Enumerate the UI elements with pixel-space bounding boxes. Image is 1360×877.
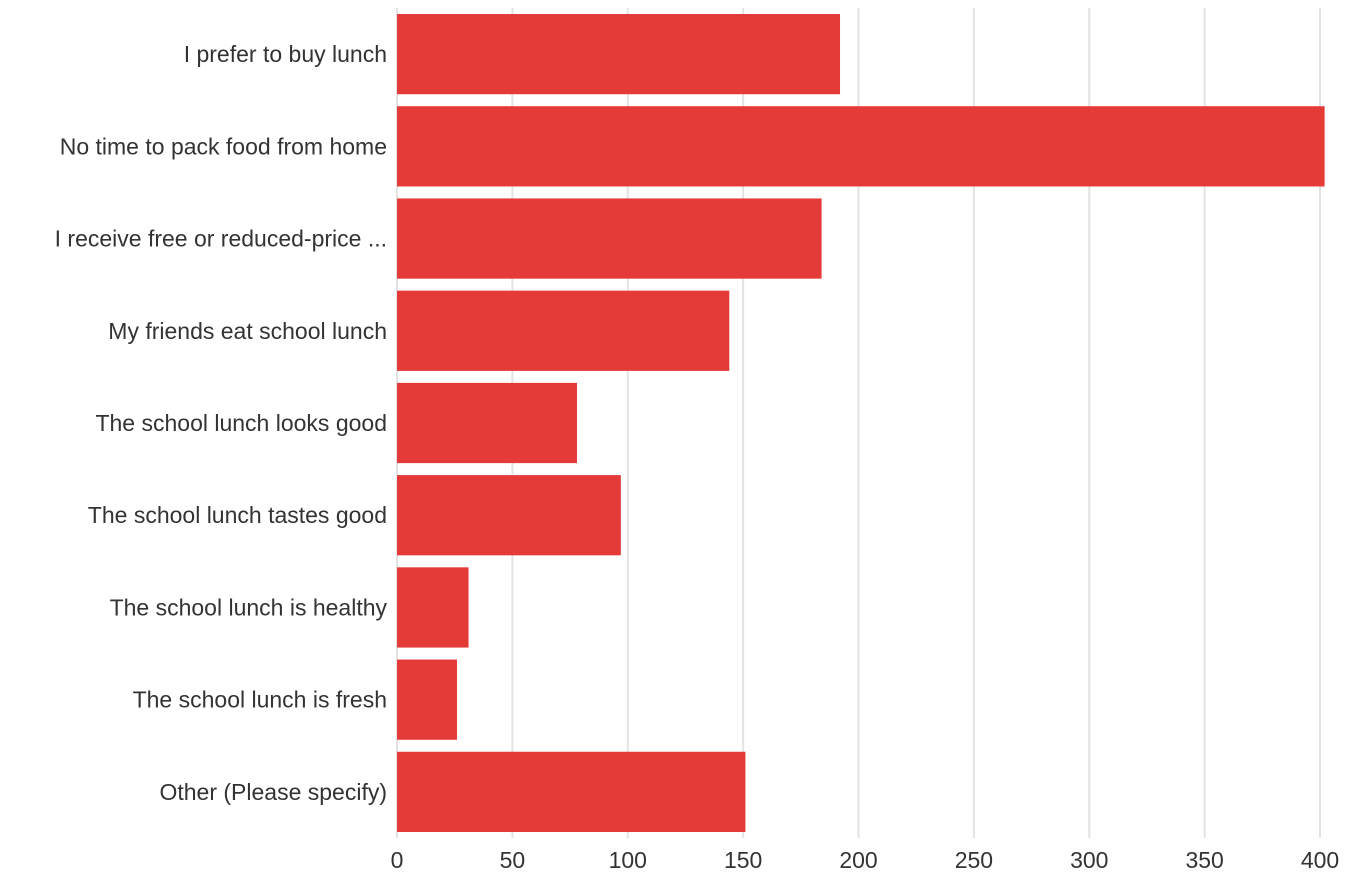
category-label: The school lunch looks good <box>95 410 387 436</box>
category-label: Other (Please specify) <box>159 779 387 805</box>
x-tick-label: 400 <box>1301 847 1339 873</box>
category-label: The school lunch is fresh <box>133 687 387 713</box>
bar <box>397 659 457 740</box>
category-label: I prefer to buy lunch <box>184 41 387 67</box>
x-tick-label: 350 <box>1185 847 1223 873</box>
bar <box>397 382 577 464</box>
x-axis-tick-labels: 0 50 100 150 200 250 300 350 400 <box>391 847 1340 873</box>
category-label: My friends eat school lunch <box>108 318 387 344</box>
x-tick-label: 100 <box>609 847 647 873</box>
bars <box>397 13 1325 833</box>
bar <box>397 198 822 279</box>
category-label: No time to pack food from home <box>60 133 387 159</box>
bar <box>397 290 730 371</box>
category-label: I receive free or reduced-price ... <box>55 226 387 252</box>
bar <box>397 567 469 648</box>
category-labels: I prefer to buy lunch No time to pack foo… <box>55 41 388 805</box>
x-tick-label: 150 <box>724 847 762 873</box>
bar <box>397 475 621 556</box>
x-tick-label: 250 <box>955 847 993 873</box>
category-label: The school lunch is healthy <box>110 594 388 620</box>
x-tick-label: 200 <box>839 847 877 873</box>
x-tick-label: 300 <box>1070 847 1108 873</box>
bar <box>397 106 1325 187</box>
bar <box>397 751 746 833</box>
x-tick-label: 50 <box>500 847 526 873</box>
category-label: The school lunch tastes good <box>88 502 387 528</box>
x-tick-label: 0 <box>391 847 404 873</box>
bar <box>397 13 841 95</box>
